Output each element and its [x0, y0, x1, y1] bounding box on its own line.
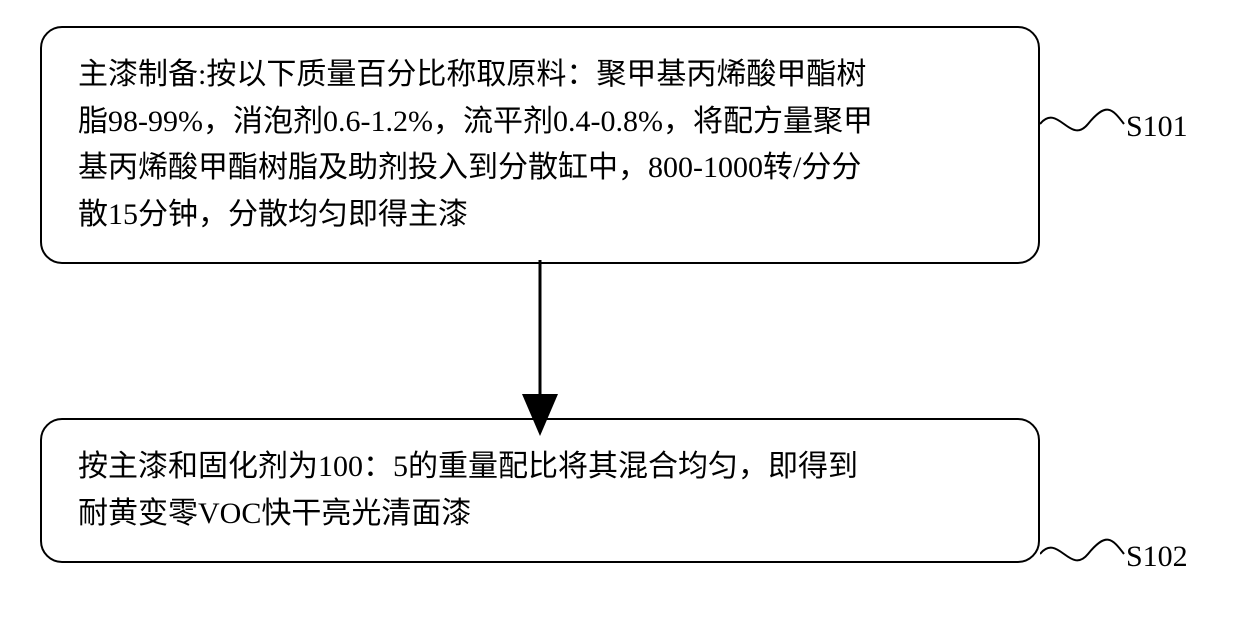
flow-step-s102-text: 按主漆和固化剂为100：5的重量配比将其混合均匀，即得到 耐黄变零VOC快干亮光… [78, 444, 1002, 537]
step-label-s102: S102 [1126, 540, 1188, 574]
flow-step-s102: 按主漆和固化剂为100：5的重量配比将其混合均匀，即得到 耐黄变零VOC快干亮光… [40, 418, 1040, 563]
squiggle-s102 [1040, 536, 1126, 572]
flow-step-s101-text: 主漆制备:按以下质量百分比称取原料：聚甲基丙烯酸甲酯树 脂98-99%，消泡剂0… [78, 52, 1002, 238]
squiggle-s101 [1040, 106, 1126, 142]
step-label-s101: S101 [1126, 110, 1188, 144]
flow-step-s101: 主漆制备:按以下质量百分比称取原料：聚甲基丙烯酸甲酯树 脂98-99%，消泡剂0… [40, 26, 1040, 264]
